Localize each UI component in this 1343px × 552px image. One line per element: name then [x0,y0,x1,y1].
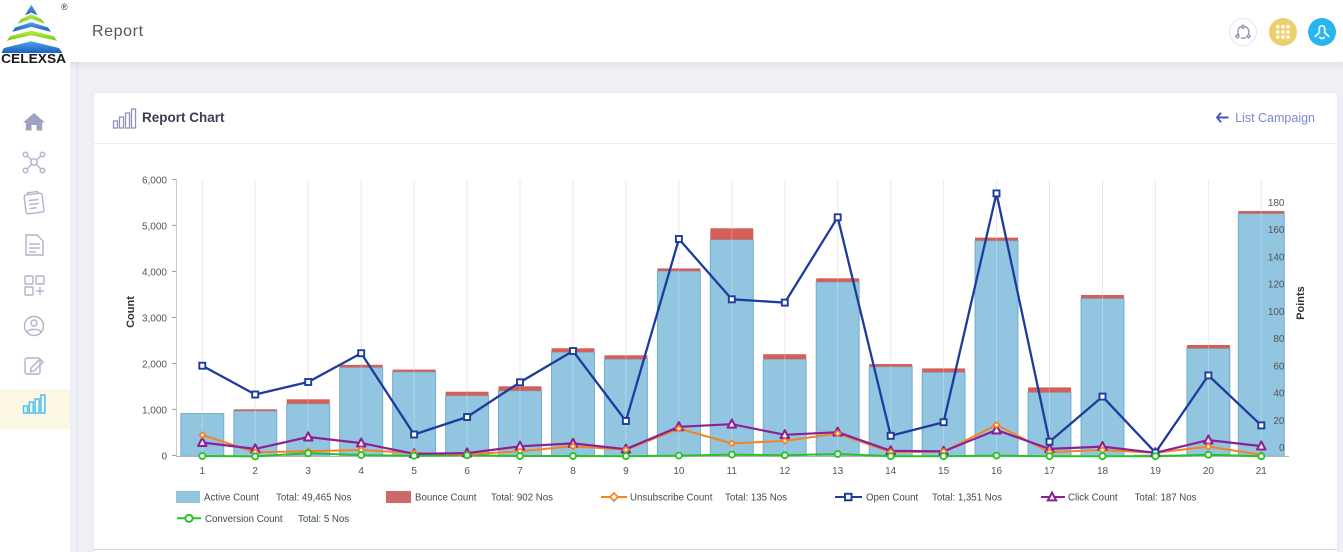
svg-text:Total: 187 Nos: Total: 187 Nos [1135,493,1197,504]
svg-text:80: 80 [1273,334,1285,345]
svg-text:21: 21 [1256,466,1268,477]
svg-text:Total: 5 Nos: Total: 5 Nos [298,514,349,525]
svg-text:140: 140 [1268,252,1285,263]
svg-text:Active Count: Active Count [204,493,259,504]
svg-text:20: 20 [1203,466,1215,477]
svg-text:5: 5 [411,466,417,477]
svg-text:180: 180 [1268,198,1285,209]
svg-text:0: 0 [161,451,167,462]
svg-text:15: 15 [938,466,950,477]
svg-text:8: 8 [570,466,576,477]
svg-text:20: 20 [1273,416,1285,427]
svg-text:6: 6 [464,466,470,477]
svg-text:160: 160 [1268,225,1285,236]
svg-text:Total: 49,465 Nos: Total: 49,465 Nos [276,493,352,504]
svg-text:Total: 135 Nos: Total: 135 Nos [725,493,787,504]
svg-text:16: 16 [991,466,1003,477]
svg-text:4,000: 4,000 [142,267,167,278]
svg-text:3: 3 [305,466,311,477]
svg-text:6,000: 6,000 [142,175,167,186]
svg-text:10: 10 [673,466,685,477]
svg-text:Bounce Count: Bounce Count [415,493,477,504]
svg-text:Open Count: Open Count [866,493,919,504]
svg-text:4: 4 [358,466,364,477]
svg-text:5,000: 5,000 [142,221,167,232]
svg-text:120: 120 [1268,280,1285,291]
svg-text:2: 2 [252,466,258,477]
svg-text:19: 19 [1150,466,1162,477]
svg-text:13: 13 [832,466,844,477]
svg-text:1,000: 1,000 [142,405,167,416]
svg-text:Count: Count [125,296,137,328]
svg-text:100: 100 [1268,307,1285,318]
svg-text:0: 0 [1279,443,1285,454]
svg-text:11: 11 [727,466,738,477]
svg-text:Click Count: Click Count [1068,493,1118,504]
svg-text:3,000: 3,000 [142,313,167,324]
svg-text:60: 60 [1273,361,1285,372]
svg-text:Points: Points [1295,286,1307,320]
svg-text:17: 17 [1044,466,1056,477]
svg-text:9: 9 [623,466,629,477]
svg-text:Total: 1,351 Nos: Total: 1,351 Nos [932,493,1002,504]
svg-text:®: ® [61,2,68,12]
svg-text:Unsubscribe Count: Unsubscribe Count [630,493,713,504]
svg-text:7: 7 [517,466,523,477]
svg-text:1: 1 [200,466,206,477]
svg-text:18: 18 [1097,466,1109,477]
svg-text:Total: 902 Nos: Total: 902 Nos [491,493,553,504]
svg-text:40: 40 [1273,389,1285,400]
svg-text:2,000: 2,000 [142,359,167,370]
svg-text:12: 12 [779,466,791,477]
svg-text:CELEXSA: CELEXSA [1,52,66,66]
svg-text:Conversion Count: Conversion Count [205,514,283,525]
svg-text:14: 14 [885,466,897,477]
